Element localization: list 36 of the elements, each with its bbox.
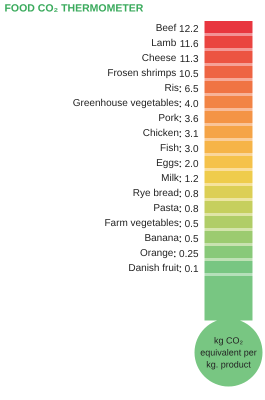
category-label: Cheese [142, 53, 177, 64]
data-label: 12.2 [179, 24, 199, 35]
data-label: 2.0 [184, 159, 199, 170]
data-label: 0.8 [184, 189, 199, 200]
category-label: Orange [140, 248, 174, 259]
text: kg CO₂ equivalent per kg. product [200, 336, 257, 370]
category-label: Farm vegetables [104, 218, 179, 229]
category-label: Chicken [142, 128, 179, 139]
data-label: 0.1 [184, 264, 199, 275]
data-label: 3.6 [184, 114, 199, 125]
data-label: 0.25 [179, 249, 199, 260]
data-label: 3.1 [184, 129, 199, 140]
category-label: Greenhouse vegetables [72, 98, 179, 109]
data-label: 1.2 [184, 174, 199, 185]
data-label: 10.5 [179, 69, 199, 80]
data-label: 3.0 [184, 144, 199, 155]
category-label: Rye bread [132, 188, 179, 199]
data-label: 0.5 [184, 219, 199, 230]
category-label: Pasta [153, 203, 180, 214]
category-label: Eggs [156, 158, 179, 169]
category-label: Milk [161, 173, 180, 184]
category-label: Beef [156, 23, 176, 34]
category-label: Ris [164, 83, 179, 94]
category-label: Banana [144, 233, 180, 244]
data-label: 11.6 [180, 39, 199, 50]
data-label: 0.8 [184, 204, 199, 215]
data-label: 11.3 [180, 54, 199, 65]
text: FOOD CO₂ THERMOMETER [4, 2, 144, 14]
category-label: Pork [158, 113, 180, 124]
data-label: 4.0 [184, 99, 199, 110]
category-label: Frosen shrimps [107, 68, 176, 79]
category-label: Danish fruit [128, 263, 180, 274]
data-label: 6.5 [184, 84, 199, 95]
category-label: Fish [160, 143, 179, 154]
category-label: Lamb [151, 38, 177, 49]
data-label: 0.5 [184, 234, 199, 245]
